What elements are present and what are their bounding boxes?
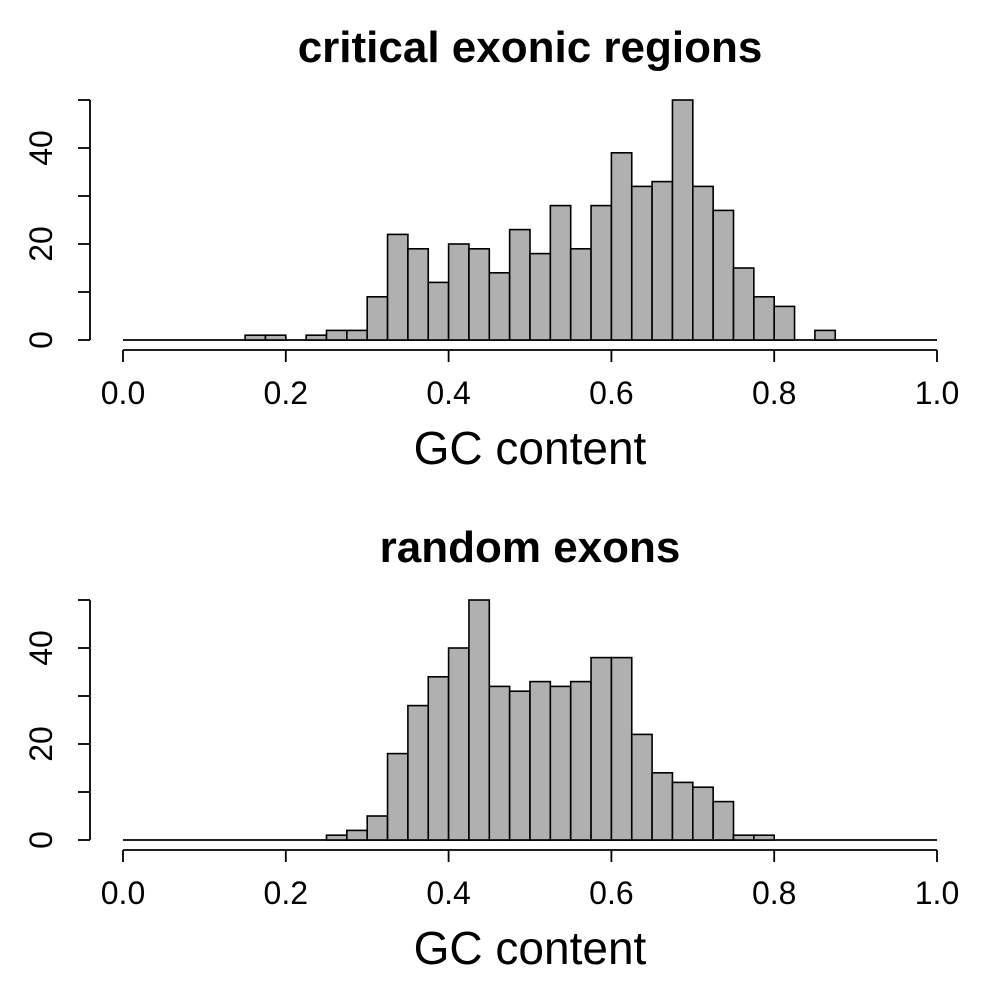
chart-1-x-tick-label: 0.8 (752, 375, 796, 411)
chart-1-bar (549, 204, 572, 341)
chart-1-bar (325, 329, 348, 341)
chart-2-bar (671, 781, 694, 841)
chart-2-bar (386, 752, 409, 841)
chart-1-bar (305, 334, 328, 341)
chart-2-y-tick-label: 20 (23, 726, 59, 762)
chart-1-bar (386, 233, 409, 341)
chart-1-bar (753, 295, 775, 341)
chart-1-bar (814, 329, 837, 341)
chart-1-bar (712, 209, 735, 341)
chart-2-bar (549, 685, 572, 841)
chart-2-x-tick-label: 1.0 (915, 875, 959, 911)
chart-2-bar (732, 834, 755, 841)
chart-2-bar (753, 834, 775, 841)
chart-1-bar (508, 228, 531, 341)
chart-2-y-tick-label: 40 (23, 630, 59, 666)
chart-2-bar (691, 786, 714, 841)
chart-2-bar (427, 675, 450, 841)
chart-1-x-tick-label: 0.4 (426, 375, 470, 411)
chart-1-title: critical exonic regions (298, 23, 763, 72)
chart-1-x-tick-label: 1.0 (915, 375, 959, 411)
chart-2-bar (651, 771, 674, 841)
chart-2-bar (366, 815, 389, 841)
chart-2-bar (508, 690, 531, 841)
chart-2-x-tick-label: 0.8 (752, 875, 796, 911)
chart-1-bar (488, 271, 511, 341)
chart-1-y-tick-label: 0 (23, 331, 59, 349)
chart-1-bar (264, 334, 287, 341)
chart-2-y-tick-label: 0 (23, 831, 59, 849)
chart-2-bar (447, 647, 470, 841)
chart-1-bar (447, 243, 470, 341)
chart-1-bar (569, 248, 592, 341)
chart-2-x-tick-label: 0.2 (264, 875, 308, 911)
chart-1-bar (366, 295, 389, 341)
chart-1-bar (691, 185, 714, 341)
chart-1-bar (671, 99, 694, 341)
chart-2-bar (630, 733, 653, 841)
chart-2-x-tick-label: 0.0 (101, 875, 145, 911)
chart-1-y-tick-label: 40 (23, 130, 59, 166)
chart-2-bar (529, 680, 552, 841)
chart-1-bar (732, 267, 755, 341)
chart-2-bar (610, 656, 633, 841)
chart-1-x-axis-label: GC content (414, 422, 647, 474)
chart-2-bar (590, 656, 613, 841)
chart-2-x-tick-label: 0.6 (589, 875, 633, 911)
chart-1-bar (407, 248, 430, 341)
chart-1-bar (346, 329, 369, 341)
chart-1-bar (468, 248, 491, 341)
chart-2-bar (325, 834, 348, 841)
chart-2-bar (712, 800, 735, 841)
chart-1-x-tick-label: 0.6 (589, 375, 633, 411)
chart-1-bar (610, 152, 633, 341)
chart-1-bar (651, 180, 674, 341)
chart-1-bar (773, 305, 796, 341)
chart-2-x-tick-label: 0.4 (426, 875, 470, 911)
chart-1-bar (590, 204, 613, 341)
chart-2-bar (468, 599, 491, 841)
chart-1-bar (244, 334, 267, 341)
chart-2-title: random exons (380, 523, 681, 572)
chart-1-x-tick-label: 0.0 (101, 375, 145, 411)
chart-2-bar (488, 685, 511, 841)
chart-1-bar (630, 185, 653, 341)
chart-2-x-axis-label: GC content (414, 922, 647, 974)
chart-2-bar (407, 704, 430, 841)
chart-2-bar (346, 829, 369, 841)
chart-1-y-tick-label: 20 (23, 226, 59, 262)
chart-2-bar (569, 680, 592, 841)
chart-1-bar (529, 252, 552, 341)
chart-1-bar (427, 281, 450, 341)
chart-1-x-tick-label: 0.2 (264, 375, 308, 411)
